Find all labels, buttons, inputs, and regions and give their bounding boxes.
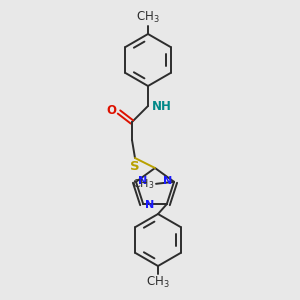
Text: O: O	[106, 104, 116, 118]
Text: NH: NH	[152, 100, 172, 113]
Text: N: N	[163, 176, 172, 186]
Text: N: N	[145, 200, 154, 210]
Text: N: N	[138, 176, 147, 186]
Text: S: S	[130, 160, 140, 173]
Text: CH$_3$: CH$_3$	[136, 10, 160, 25]
Text: CH$_3$: CH$_3$	[146, 275, 170, 290]
Text: CH$_3$: CH$_3$	[131, 177, 154, 191]
